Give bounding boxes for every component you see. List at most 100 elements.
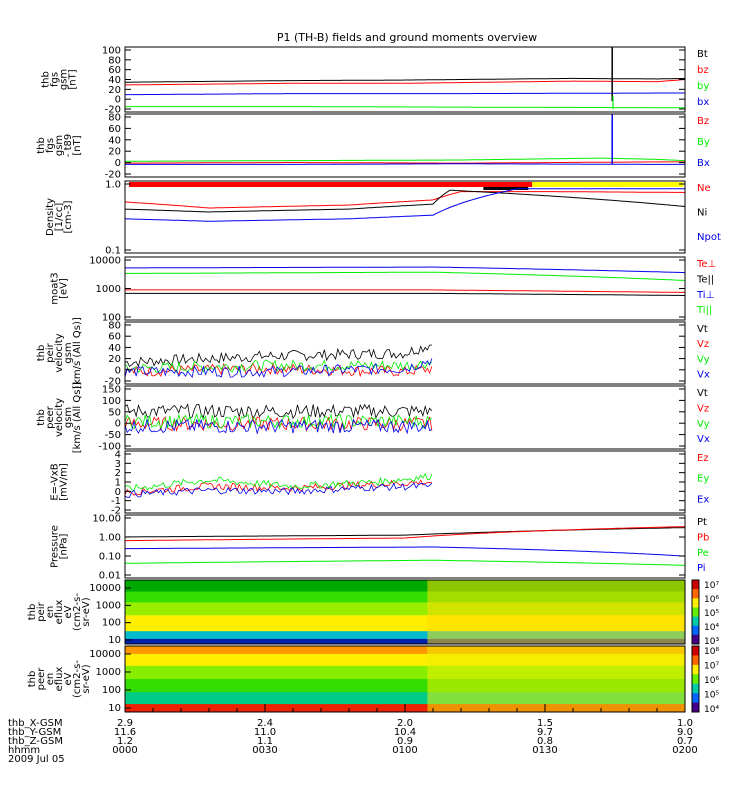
xaxis-value: 9.0 — [677, 727, 693, 738]
ylabel-line: [nPa] — [59, 533, 70, 559]
colorbar-1-segment — [692, 607, 699, 618]
panel-1-ytick-label: 40 — [108, 75, 121, 86]
ylabel-line: [nT] — [68, 69, 79, 89]
panel-4-series-ti — [125, 271, 686, 281]
ylabel-line: eV — [63, 672, 74, 685]
panel-1-series-bx — [124, 92, 685, 96]
panel-5-ylabel: thbpeirvelocitygsm[km/s (All Qs)] — [36, 317, 83, 389]
panel-2-series-bx — [125, 163, 685, 165]
xaxis-value: 10.4 — [394, 727, 416, 738]
colorbar-tick-label: 10⁶ — [704, 595, 719, 605]
panel-5-legend-0: Vt — [697, 324, 708, 335]
panel-7-legend-1: Ey — [697, 474, 709, 485]
panel-2-legend-1: By — [697, 137, 710, 148]
panel-7-ytick-label: -2 — [111, 506, 121, 517]
panel-8-ytick-label: 10.00 — [92, 514, 121, 525]
panel-2-ytick-label: -20 — [105, 170, 121, 181]
xaxis-value: 0.8 — [537, 736, 553, 747]
colorbar-tick-label: 10⁷ — [704, 662, 719, 672]
panel-8-series-pb — [124, 526, 686, 542]
panel-7-series-ex — [124, 482, 433, 498]
panel-3-ytick-label: 0.1 — [105, 246, 121, 257]
panel-7-ytick-label: 4 — [115, 450, 121, 461]
panel-7-series-ez — [124, 479, 432, 496]
panel-5-ytick-label: 60 — [108, 332, 121, 343]
panel-1-legend-3: bx — [697, 97, 709, 108]
xaxis-value: 0.9 — [397, 736, 413, 747]
ylabel-line: eflux — [54, 600, 65, 625]
ylabel-line: sr-eV) — [81, 597, 92, 626]
panel-4-ylabel: moat3[eV] — [50, 272, 70, 304]
panel-6-ylabel: thbpeervelocitygsm[km/s (All Qs)] — [36, 382, 83, 454]
panel-5-frame — [124, 321, 686, 385]
panel-7-ytick-label: 0 — [115, 487, 121, 498]
ylabel-line: fgs — [45, 138, 56, 153]
ylabel-line: E=-VxB — [50, 463, 61, 500]
panel-6-ytick-label: -50 — [105, 430, 121, 441]
ylabel-line: peer — [36, 667, 47, 691]
ylabel-line: (cm2-s- — [72, 593, 83, 631]
xaxis-value: 0030 — [252, 745, 277, 756]
panel-6-legend-0: Vt — [697, 388, 708, 399]
panel-7-frame — [124, 450, 686, 514]
ylabel-line: (cm2-s- — [72, 660, 83, 698]
panel-5-series-vx — [124, 358, 433, 378]
ylabel-line: gsm — [63, 407, 74, 428]
panel-10-ytick-label: 1000 — [96, 667, 121, 678]
panel-7-ytick-label: 3 — [115, 459, 121, 470]
panel-4-ytick-label: 100 — [102, 313, 121, 324]
colorbar-1-segment — [692, 598, 699, 608]
panel-2-series-bz — [125, 161, 685, 164]
heatmap-2-late-region — [427, 646, 685, 712]
ylabel-line: eflux — [54, 667, 65, 692]
panel-10-ytick-label: 100 — [102, 685, 121, 696]
ylabel-line: eV — [63, 605, 74, 618]
panel-3-series-ne — [124, 191, 686, 209]
ylabel-line: [nT] — [72, 135, 83, 155]
ylabel-line: velocity — [54, 333, 65, 372]
panel-6-ytick-label: 0 — [115, 419, 121, 430]
xaxis-value: 2.4 — [257, 718, 273, 729]
panel-8-legend-1: Pb — [697, 532, 709, 543]
panel-8-legend-3: Pi — [697, 563, 706, 574]
heatmap-2-band — [125, 646, 685, 655]
panel-6-ytick-label: 50 — [108, 407, 121, 418]
panel-3-series-ni — [124, 189, 686, 213]
colorbar-tick-label: 10⁸ — [704, 647, 719, 657]
ylabel-line: en — [45, 673, 56, 686]
panel-5-ytick-label: 80 — [108, 321, 121, 332]
plot-title: P1 (TH-B) fields and ground moments over… — [277, 31, 537, 44]
panel-1-legend-1: bz — [697, 65, 709, 76]
panel-6-legend-3: Vx — [697, 434, 710, 445]
panel-3-frame — [124, 180, 686, 254]
panel-1-ytick-label: 60 — [108, 65, 121, 76]
xaxis-value: 9.7 — [537, 727, 553, 738]
xaxis-value: 0130 — [532, 745, 557, 756]
panel-5-legend-3: Vx — [697, 369, 710, 380]
xaxis-value: 0100 — [392, 745, 417, 756]
panel-6-series-vz — [124, 415, 433, 433]
xaxis-date: 2009 Jul 05 — [8, 754, 65, 765]
panel-8-ytick-label: 0.01 — [99, 571, 121, 582]
colorbar-tick-label: 10⁵ — [704, 609, 719, 619]
colorbar-1-segment — [692, 634, 699, 645]
panel-9-ytick-label: 100 — [102, 618, 121, 629]
panel-7-legend-0: Ez — [697, 453, 709, 464]
colorbar-2-segment — [692, 674, 699, 685]
colorbar-2-segment — [692, 702, 699, 713]
xaxis-value: 1.2 — [117, 736, 133, 747]
panel-8-series-pe — [125, 559, 686, 566]
panel-3-ylabel: Density[1/cc][cm-3] — [45, 198, 74, 236]
panel-1-frame — [124, 46, 686, 113]
panel-4-legend-0: Te⊥ — [696, 259, 716, 270]
xaxis-row-label: hhmm — [8, 745, 40, 756]
panel-1-series-bz — [125, 79, 686, 86]
colorbar-tick-label: 10³ — [704, 637, 719, 647]
panel-1-legend-2: by — [697, 81, 709, 92]
ylabel-line: [1/cc] — [54, 203, 65, 232]
colorbar-2-frame — [691, 645, 700, 713]
panel-6-legend-1: Vz — [697, 403, 709, 414]
colorbar-tick-label: 10⁵ — [704, 691, 719, 701]
